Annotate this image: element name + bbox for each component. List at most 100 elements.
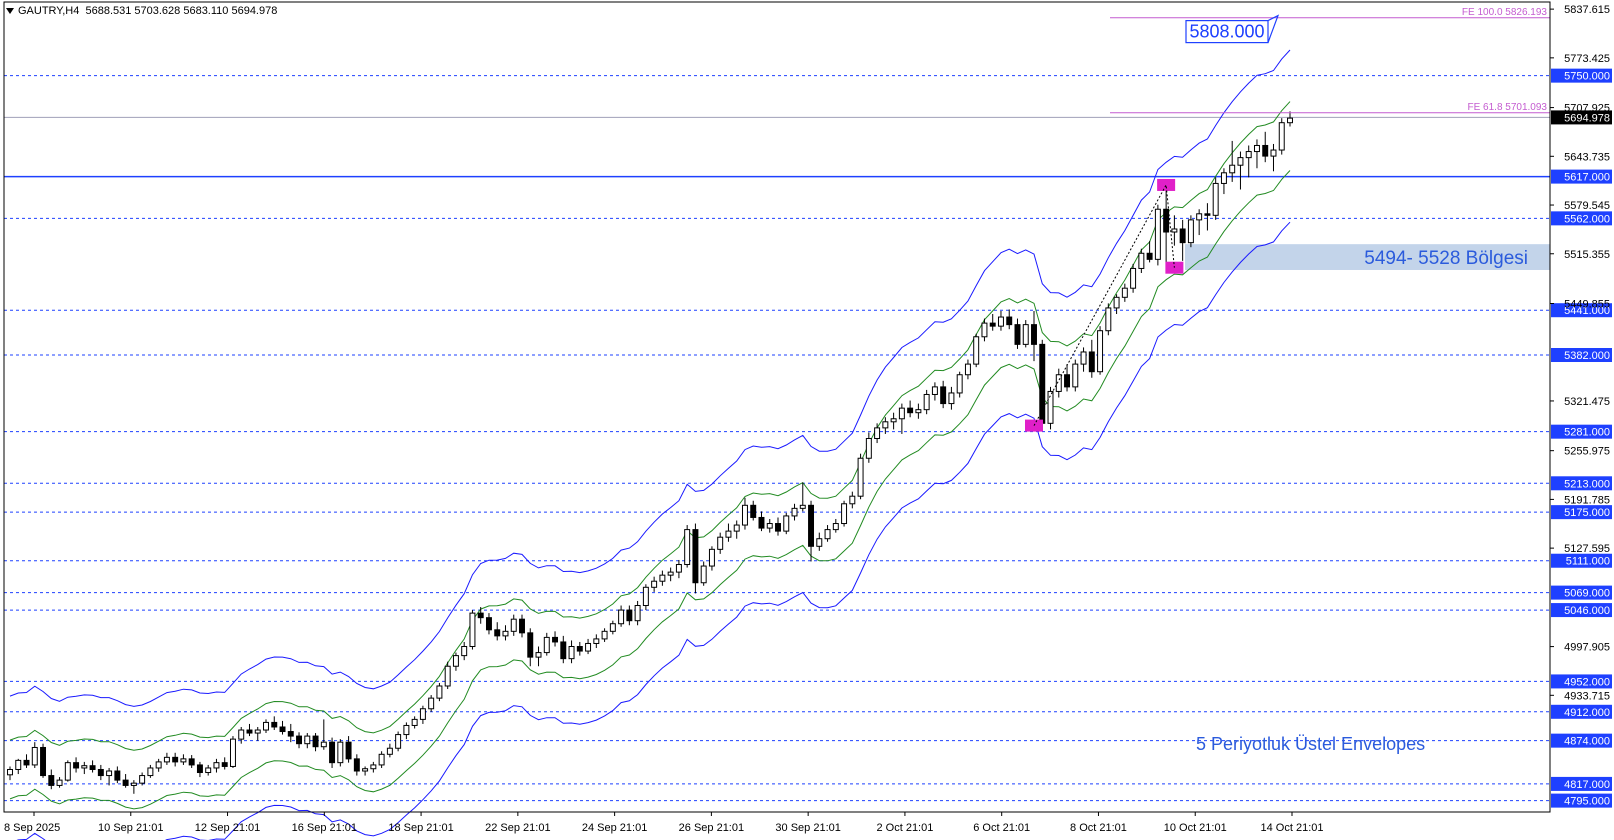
candle[interactable]	[114, 766, 121, 784]
candle[interactable]	[1031, 310, 1037, 362]
candle[interactable]	[923, 389, 930, 415]
candle[interactable]	[411, 716, 418, 729]
candle[interactable]	[527, 628, 534, 667]
candle[interactable]	[989, 314, 996, 331]
candle[interactable]	[741, 497, 748, 530]
candle[interactable]	[956, 371, 963, 398]
candle[interactable]	[543, 632, 550, 656]
candle[interactable]	[229, 736, 236, 768]
candle[interactable]	[708, 546, 715, 571]
candle[interactable]	[964, 359, 971, 380]
candle[interactable]	[1196, 209, 1203, 236]
candle[interactable]	[279, 720, 286, 735]
candle[interactable]	[1237, 151, 1244, 190]
candle[interactable]	[1220, 168, 1227, 195]
candle[interactable]	[1171, 215, 1178, 246]
candle[interactable]	[907, 400, 914, 418]
candle[interactable]	[816, 532, 823, 551]
candle[interactable]	[1146, 241, 1153, 263]
candle[interactable]	[1097, 326, 1104, 375]
candle[interactable]	[618, 605, 625, 627]
candle[interactable]	[651, 576, 658, 592]
candle[interactable]	[31, 742, 38, 768]
candle[interactable]	[700, 561, 707, 586]
candle[interactable]	[576, 641, 583, 656]
candle[interactable]	[494, 622, 501, 641]
candle[interactable]	[733, 520, 740, 539]
candle[interactable]	[849, 491, 856, 509]
candle[interactable]	[403, 722, 410, 740]
candle[interactable]	[56, 777, 63, 788]
candle[interactable]	[73, 757, 80, 773]
candle[interactable]	[642, 584, 649, 611]
candle[interactable]	[337, 739, 344, 767]
swing-high-marker[interactable]	[1157, 178, 1176, 191]
candle[interactable]	[1163, 180, 1170, 274]
candle[interactable]	[832, 518, 839, 533]
candle[interactable]	[981, 318, 988, 342]
candle[interactable]	[419, 705, 426, 724]
candle[interactable]	[48, 769, 55, 790]
candle[interactable]	[1022, 320, 1029, 348]
candle[interactable]	[626, 605, 633, 626]
candle[interactable]	[634, 600, 641, 626]
candle[interactable]	[320, 719, 327, 750]
candle[interactable]	[378, 751, 385, 768]
candle[interactable]	[221, 757, 228, 770]
candle[interactable]	[485, 613, 492, 635]
candle[interactable]	[659, 570, 666, 586]
candle[interactable]	[1245, 145, 1252, 178]
candle[interactable]	[172, 752, 179, 767]
candle[interactable]	[1072, 359, 1079, 392]
candle[interactable]	[1229, 140, 1236, 182]
candle[interactable]	[783, 512, 790, 535]
candle[interactable]	[287, 723, 294, 743]
candle[interactable]	[395, 731, 402, 752]
candle[interactable]	[254, 726, 261, 741]
candle[interactable]	[1287, 111, 1293, 127]
candle[interactable]	[552, 631, 559, 647]
candle[interactable]	[1278, 118, 1285, 155]
candle[interactable]	[750, 500, 757, 521]
candle[interactable]	[824, 525, 831, 542]
candle[interactable]	[898, 403, 905, 434]
candle[interactable]	[601, 628, 608, 642]
candle[interactable]	[791, 503, 798, 521]
candle[interactable]	[436, 682, 443, 702]
candle[interactable]	[915, 403, 922, 419]
candle[interactable]	[799, 482, 806, 512]
candle[interactable]	[1006, 309, 1013, 330]
candle[interactable]	[263, 719, 269, 734]
candle[interactable]	[329, 737, 336, 768]
candle[interactable]	[1270, 143, 1277, 172]
candle[interactable]	[940, 380, 947, 409]
candle[interactable]	[15, 758, 22, 775]
candle[interactable]	[593, 634, 600, 649]
candle[interactable]	[345, 736, 352, 763]
candle[interactable]	[312, 733, 319, 752]
candle[interactable]	[106, 767, 113, 786]
candle[interactable]	[370, 761, 377, 773]
candle[interactable]	[1088, 339, 1095, 378]
candle[interactable]	[188, 755, 195, 768]
candle[interactable]	[147, 764, 154, 778]
candle[interactable]	[1055, 368, 1062, 398]
candle[interactable]	[444, 661, 451, 690]
candle[interactable]	[238, 726, 245, 744]
candle[interactable]	[213, 758, 220, 773]
candle[interactable]	[808, 500, 815, 562]
candle[interactable]	[1014, 318, 1021, 349]
candle[interactable]	[841, 500, 848, 527]
candle[interactable]	[510, 614, 517, 636]
candle[interactable]	[1204, 203, 1211, 231]
candle[interactable]	[362, 766, 369, 776]
candle[interactable]	[667, 567, 674, 582]
candle[interactable]	[560, 635, 567, 664]
candle[interactable]	[568, 640, 575, 664]
candle[interactable]	[386, 743, 393, 758]
candle[interactable]	[246, 723, 253, 737]
candle[interactable]	[40, 743, 47, 778]
candle[interactable]	[304, 733, 311, 749]
candle[interactable]	[1187, 215, 1194, 248]
candle[interactable]	[857, 453, 864, 500]
